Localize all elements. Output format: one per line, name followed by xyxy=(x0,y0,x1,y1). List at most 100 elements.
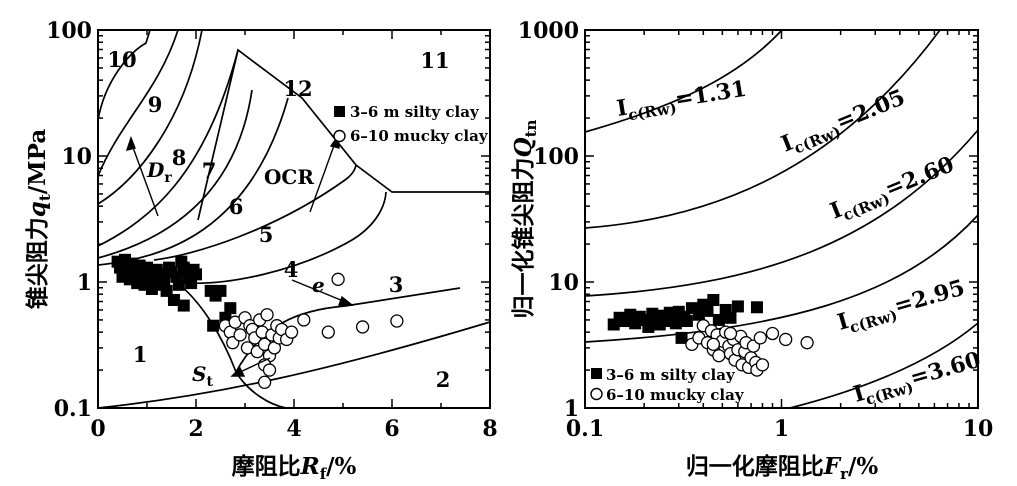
data-point-circle xyxy=(712,349,726,363)
data-point-square xyxy=(177,299,190,312)
left-legend-label-2: 6–10 mucky clay xyxy=(350,127,489,145)
left-tick-marks xyxy=(97,30,491,409)
x-tick-label: 0.1 xyxy=(566,416,604,442)
data-point-square xyxy=(750,301,763,314)
x-tick-label: 8 xyxy=(482,416,497,442)
data-point-circle xyxy=(723,326,738,341)
ic-curve-5 xyxy=(789,322,979,409)
data-point-square xyxy=(712,313,725,326)
data-point-square xyxy=(121,263,134,276)
left-trend-arrows xyxy=(125,134,354,377)
y-tick-label: 0.1 xyxy=(54,396,92,422)
data-point-circle xyxy=(284,325,299,339)
ic-curve-1 xyxy=(584,29,783,133)
data-point-circle xyxy=(765,326,780,341)
data-point-circle xyxy=(755,358,770,372)
zone-label-5: 5 xyxy=(259,222,274,247)
data-point-square xyxy=(160,284,173,297)
data-point-square xyxy=(675,331,688,344)
right-legend-label-1: 3–6 m silty clay xyxy=(606,366,736,384)
zone-label-3: 3 xyxy=(389,272,404,297)
zone-label-1: 1 xyxy=(133,342,148,367)
ocr-label: OCR xyxy=(264,165,314,189)
legend-filled-square-icon xyxy=(334,106,345,117)
ic-label-5: Ic(Rw)=3.60 xyxy=(850,347,984,412)
data-point-circle xyxy=(233,328,247,342)
data-point-circle xyxy=(297,313,311,327)
left-legend-label-1: 3–6 m silty clay xyxy=(350,103,480,121)
data-point-circle xyxy=(257,375,272,389)
right-axis-frame xyxy=(584,29,979,409)
right-ic-curves xyxy=(584,29,979,409)
ic-curve-4 xyxy=(584,214,979,343)
data-point-circle xyxy=(800,336,814,350)
zone-label-7: 7 xyxy=(202,158,217,183)
data-point-circle xyxy=(390,314,404,328)
zone-label-9: 9 xyxy=(148,92,163,117)
ic-label-4: Ic(Rw)=2.95 xyxy=(834,275,968,340)
data-point-square xyxy=(167,293,180,306)
legend-open-circle-icon xyxy=(333,129,346,143)
ic-label-1: Ic(Rw)=1.31 xyxy=(615,76,749,126)
e-label: e xyxy=(312,273,325,297)
zone-label-10: 10 xyxy=(107,47,136,72)
x-tick-label: 2 xyxy=(188,416,203,442)
right-legend-label-2: 6–10 mucky clay xyxy=(606,386,745,404)
zone-label-6: 6 xyxy=(229,194,244,219)
data-point-square xyxy=(172,278,185,291)
x-tick-label: 0 xyxy=(90,416,105,442)
zone-label-11: 11 xyxy=(420,48,449,73)
ic-curve-2 xyxy=(584,29,941,229)
y-tick-label: 10 xyxy=(61,144,92,170)
data-point-square xyxy=(207,319,220,332)
y-tick-label: 1000 xyxy=(518,18,579,44)
data-point-square xyxy=(707,293,720,306)
left-tick-labels: 0.1 1 10 100 0 2 4 6 8 xyxy=(46,18,498,442)
dr-label: Dr xyxy=(146,158,172,186)
left-zone-labels: 1 2 3 4 5 6 7 8 9 10 11 12 xyxy=(107,47,450,392)
left-legend: 3–6 m silty clay 6–10 mucky clay xyxy=(333,103,489,145)
data-point-square xyxy=(224,302,237,315)
right-x-axis-label: 归一化摩阻比Fr/% xyxy=(686,453,879,483)
left-y-axis-label: 锥尖阻力qt/MPa xyxy=(24,129,54,310)
y-tick-label: 10 xyxy=(548,270,579,296)
legend-filled-square-icon xyxy=(591,368,602,379)
left-x-axis-label: 摩阻比Rf/% xyxy=(232,453,357,483)
zone-label-4: 4 xyxy=(284,257,299,282)
data-point-circle xyxy=(355,320,370,334)
data-point-square xyxy=(190,268,202,281)
right-legend: 3–6 m silty clay 6–10 mucky clay xyxy=(590,366,745,404)
right-y-axis-label: 归一化锥尖阻力Qtn xyxy=(510,119,540,318)
y-tick-label: 1 xyxy=(77,270,92,296)
data-point-square xyxy=(680,315,693,328)
data-point-circle xyxy=(262,363,277,377)
ic-label-3: Ic(Rw)=2.60 xyxy=(827,151,960,228)
zone-label-12: 12 xyxy=(283,76,312,101)
left-data-points xyxy=(111,253,404,389)
x-tick-label: 10 xyxy=(963,416,994,442)
ic-curve-3 xyxy=(584,129,979,297)
y-tick-label: 100 xyxy=(533,144,579,170)
right-ic-labels: Ic(Rw)=1.31 Ic(Rw)=2.05 Ic(Rw)=2.60 Ic(R… xyxy=(615,76,984,412)
y-tick-label: 1 xyxy=(564,396,579,422)
data-point-circle xyxy=(706,337,721,352)
x-tick-label: 6 xyxy=(384,416,399,442)
left-chart: 0.1 1 10 100 0 2 4 6 8 1 2 3 4 5 6 7 8 9 10 11 1… xyxy=(24,18,498,483)
right-tick-marks xyxy=(584,30,978,409)
data-point-square xyxy=(701,304,714,317)
right-data-points xyxy=(607,293,814,377)
data-point-circle xyxy=(260,308,274,322)
data-point-square xyxy=(724,311,737,324)
ic-label-2: Ic(Rw)=2.05 xyxy=(778,84,911,161)
data-point-square xyxy=(731,300,744,313)
st-label: St xyxy=(192,362,213,390)
x-tick-label: 1 xyxy=(774,416,789,442)
zone-label-8: 8 xyxy=(172,145,187,170)
x-tick-label: 4 xyxy=(286,416,301,442)
data-point-circle xyxy=(753,331,767,345)
legend-open-circle-icon xyxy=(590,387,603,401)
left-trend-labels: Dr OCR e St xyxy=(146,158,325,390)
